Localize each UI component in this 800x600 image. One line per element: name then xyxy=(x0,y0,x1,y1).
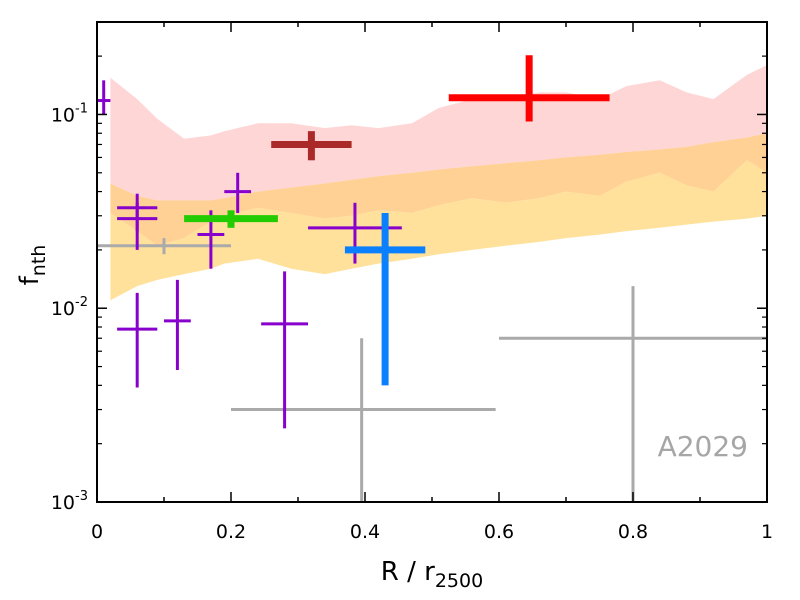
series-0 xyxy=(97,238,767,502)
series-4 xyxy=(344,213,426,386)
series-2 xyxy=(184,210,278,228)
y-axis-title: fnth xyxy=(15,245,50,286)
x-tick-label: 0.6 xyxy=(484,521,514,543)
x-axis-title-subscript: 2500 xyxy=(435,570,483,592)
annotation-label: A2029 xyxy=(658,430,748,463)
x-tick-label: 0 xyxy=(91,521,103,543)
series-1 xyxy=(97,80,402,429)
series-layer xyxy=(97,55,767,502)
series-3 xyxy=(271,131,352,161)
bands-layer xyxy=(110,65,767,301)
band-1 xyxy=(110,133,767,246)
x-tick-label: 0.4 xyxy=(350,521,380,543)
band-2 xyxy=(110,160,767,301)
y-axis-title-subscript: nth xyxy=(28,245,50,277)
x-tick-label: 0.2 xyxy=(216,521,246,543)
x-axis-title: R / r2500 xyxy=(381,557,483,592)
y-tick-label: 10-3 xyxy=(51,489,88,514)
y-axis-title-main: f xyxy=(15,275,45,285)
x-axis-title-main: R / r xyxy=(381,557,435,587)
y-tick-label: 10-2 xyxy=(51,295,88,320)
ticks-layer: 0 0.2 0.4 0.6 0.8 1 10-3 10-2 10-1 xyxy=(51,22,773,543)
series-5 xyxy=(448,55,610,122)
x-tick-label: 0.8 xyxy=(618,521,648,543)
y-tick-label: 10-1 xyxy=(51,101,88,126)
x-tick-label: 1 xyxy=(761,521,773,543)
